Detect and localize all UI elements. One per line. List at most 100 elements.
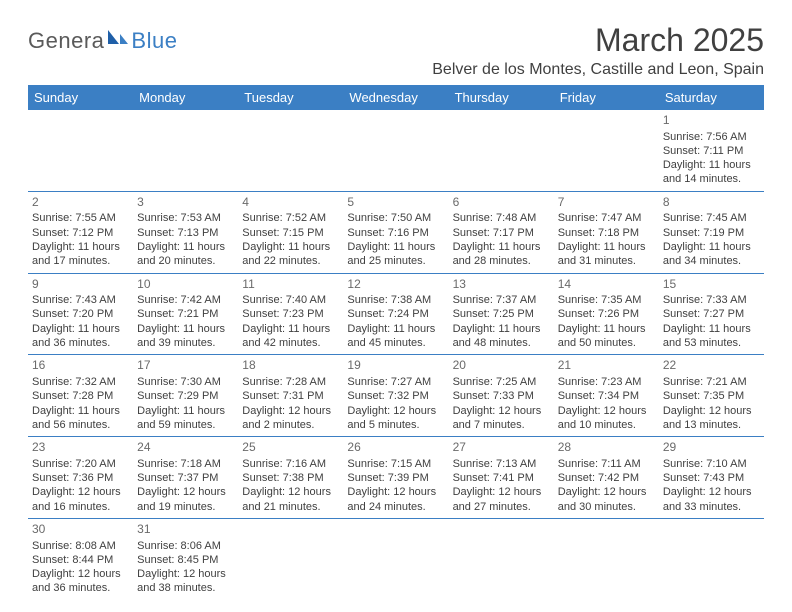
calendar-cell: [449, 518, 554, 599]
calendar-cell: 19Sunrise: 7:27 AMSunset: 7:32 PMDayligh…: [343, 355, 448, 437]
header: Genera Blue March 2025 Belver de los Mon…: [28, 22, 764, 79]
daylight-text: Daylight: 11 hours and 48 minutes.: [453, 322, 550, 351]
sunset-text: Sunset: 7:33 PM: [453, 389, 550, 403]
day-number: 30: [32, 522, 129, 538]
day-number: 28: [558, 440, 655, 456]
calendar-cell: [554, 110, 659, 191]
daylight-text: Daylight: 11 hours and 39 minutes.: [137, 322, 234, 351]
sunrise-text: Sunrise: 7:38 AM: [347, 293, 444, 307]
sunset-text: Sunset: 7:31 PM: [242, 389, 339, 403]
day-number: 21: [558, 358, 655, 374]
day-number: 11: [242, 277, 339, 293]
sunrise-text: Sunrise: 7:15 AM: [347, 457, 444, 471]
sunset-text: Sunset: 7:21 PM: [137, 307, 234, 321]
calendar-table: Sunday Monday Tuesday Wednesday Thursday…: [28, 85, 764, 600]
sunset-text: Sunset: 7:23 PM: [242, 307, 339, 321]
sunrise-text: Sunrise: 7:27 AM: [347, 375, 444, 389]
daylight-text: Daylight: 12 hours and 10 minutes.: [558, 404, 655, 433]
calendar-cell: 2Sunrise: 7:55 AMSunset: 7:12 PMDaylight…: [28, 191, 133, 273]
sunrise-text: Sunrise: 7:11 AM: [558, 457, 655, 471]
day-number: 24: [137, 440, 234, 456]
sunset-text: Sunset: 7:27 PM: [663, 307, 760, 321]
title-block: March 2025 Belver de los Montes, Castill…: [432, 22, 764, 79]
sunrise-text: Sunrise: 7:32 AM: [32, 375, 129, 389]
sunset-text: Sunset: 7:16 PM: [347, 226, 444, 240]
calendar-cell: 24Sunrise: 7:18 AMSunset: 7:37 PMDayligh…: [133, 437, 238, 519]
calendar-row: 1Sunrise: 7:56 AMSunset: 7:11 PMDaylight…: [28, 110, 764, 191]
day-number: 8: [663, 195, 760, 211]
sunrise-text: Sunrise: 7:45 AM: [663, 211, 760, 225]
calendar-cell: 4Sunrise: 7:52 AMSunset: 7:15 PMDaylight…: [238, 191, 343, 273]
sunset-text: Sunset: 7:11 PM: [663, 144, 760, 158]
sunrise-text: Sunrise: 7:35 AM: [558, 293, 655, 307]
daylight-text: Daylight: 11 hours and 17 minutes.: [32, 240, 129, 269]
calendar-cell: 31Sunrise: 8:06 AMSunset: 8:45 PMDayligh…: [133, 518, 238, 599]
daylight-text: Daylight: 11 hours and 56 minutes.: [32, 404, 129, 433]
sunrise-text: Sunrise: 7:16 AM: [242, 457, 339, 471]
sunset-text: Sunset: 7:18 PM: [558, 226, 655, 240]
sunset-text: Sunset: 7:28 PM: [32, 389, 129, 403]
day-number: 23: [32, 440, 129, 456]
sunrise-text: Sunrise: 7:47 AM: [558, 211, 655, 225]
sunset-text: Sunset: 7:26 PM: [558, 307, 655, 321]
sunset-text: Sunset: 7:15 PM: [242, 226, 339, 240]
calendar-cell: 17Sunrise: 7:30 AMSunset: 7:29 PMDayligh…: [133, 355, 238, 437]
calendar-cell: [659, 518, 764, 599]
sunrise-text: Sunrise: 7:13 AM: [453, 457, 550, 471]
day-number: 2: [32, 195, 129, 211]
day-number: 29: [663, 440, 760, 456]
daylight-text: Daylight: 11 hours and 22 minutes.: [242, 240, 339, 269]
calendar-cell: [238, 110, 343, 191]
day-number: 15: [663, 277, 760, 293]
calendar-cell: [28, 110, 133, 191]
sunrise-text: Sunrise: 7:30 AM: [137, 375, 234, 389]
sunset-text: Sunset: 7:20 PM: [32, 307, 129, 321]
daylight-text: Daylight: 12 hours and 19 minutes.: [137, 485, 234, 514]
sunrise-text: Sunrise: 7:53 AM: [137, 211, 234, 225]
calendar-cell: 6Sunrise: 7:48 AMSunset: 7:17 PMDaylight…: [449, 191, 554, 273]
calendar-cell: 21Sunrise: 7:23 AMSunset: 7:34 PMDayligh…: [554, 355, 659, 437]
day-header-row: Sunday Monday Tuesday Wednesday Thursday…: [28, 85, 764, 110]
sunset-text: Sunset: 7:38 PM: [242, 471, 339, 485]
sunset-text: Sunset: 7:25 PM: [453, 307, 550, 321]
calendar-cell: 9Sunrise: 7:43 AMSunset: 7:20 PMDaylight…: [28, 273, 133, 355]
daylight-text: Daylight: 12 hours and 27 minutes.: [453, 485, 550, 514]
calendar-cell: 25Sunrise: 7:16 AMSunset: 7:38 PMDayligh…: [238, 437, 343, 519]
daylight-text: Daylight: 11 hours and 42 minutes.: [242, 322, 339, 351]
calendar-cell: [133, 110, 238, 191]
sunrise-text: Sunrise: 7:37 AM: [453, 293, 550, 307]
daylight-text: Daylight: 12 hours and 21 minutes.: [242, 485, 339, 514]
calendar-cell: 13Sunrise: 7:37 AMSunset: 7:25 PMDayligh…: [449, 273, 554, 355]
calendar-row: 9Sunrise: 7:43 AMSunset: 7:20 PMDaylight…: [28, 273, 764, 355]
calendar-body: 1Sunrise: 7:56 AMSunset: 7:11 PM Daylight…: [28, 110, 764, 600]
day-header: Sunday: [28, 85, 133, 110]
day-number: 18: [242, 358, 339, 374]
day-header: Wednesday: [343, 85, 448, 110]
calendar-cell: 8Sunrise: 7:45 AMSunset: 7:19 PMDaylight…: [659, 191, 764, 273]
day-number: 17: [137, 358, 234, 374]
sunset-text: Sunset: 7:37 PM: [137, 471, 234, 485]
calendar-cell: 11Sunrise: 7:40 AMSunset: 7:23 PMDayligh…: [238, 273, 343, 355]
day-number: 20: [453, 358, 550, 374]
logo-text-part2: Blue: [131, 28, 177, 54]
daylight-text: Daylight: 11 hours and 31 minutes.: [558, 240, 655, 269]
month-title: March 2025: [432, 22, 764, 59]
day-header: Tuesday: [238, 85, 343, 110]
sunrise-text: Sunrise: 7:56 AM: [663, 130, 760, 144]
calendar-cell: 1Sunrise: 7:56 AMSunset: 7:11 PMDaylight…: [659, 110, 764, 191]
day-number: 10: [137, 277, 234, 293]
daylight-text: Daylight: 12 hours and 33 minutes.: [663, 485, 760, 514]
calendar-cell: [449, 110, 554, 191]
daylight-text: Daylight: 11 hours and 59 minutes.: [137, 404, 234, 433]
daylight-text: Daylight: 11 hours and 45 minutes.: [347, 322, 444, 351]
day-number: 1: [663, 113, 760, 129]
sunset-text: Sunset: 7:36 PM: [32, 471, 129, 485]
sunset-text: Sunset: 7:39 PM: [347, 471, 444, 485]
sunset-text: Sunset: 7:43 PM: [663, 471, 760, 485]
calendar-row: 30Sunrise: 8:08 AMSunset: 8:44 PMDayligh…: [28, 518, 764, 599]
sunset-text: Sunset: 7:32 PM: [347, 389, 444, 403]
daylight-text: Daylight: 11 hours and 53 minutes.: [663, 322, 760, 351]
calendar-cell: [343, 518, 448, 599]
day-number: 12: [347, 277, 444, 293]
daylight-text: Daylight: 11 hours and 34 minutes.: [663, 240, 760, 269]
